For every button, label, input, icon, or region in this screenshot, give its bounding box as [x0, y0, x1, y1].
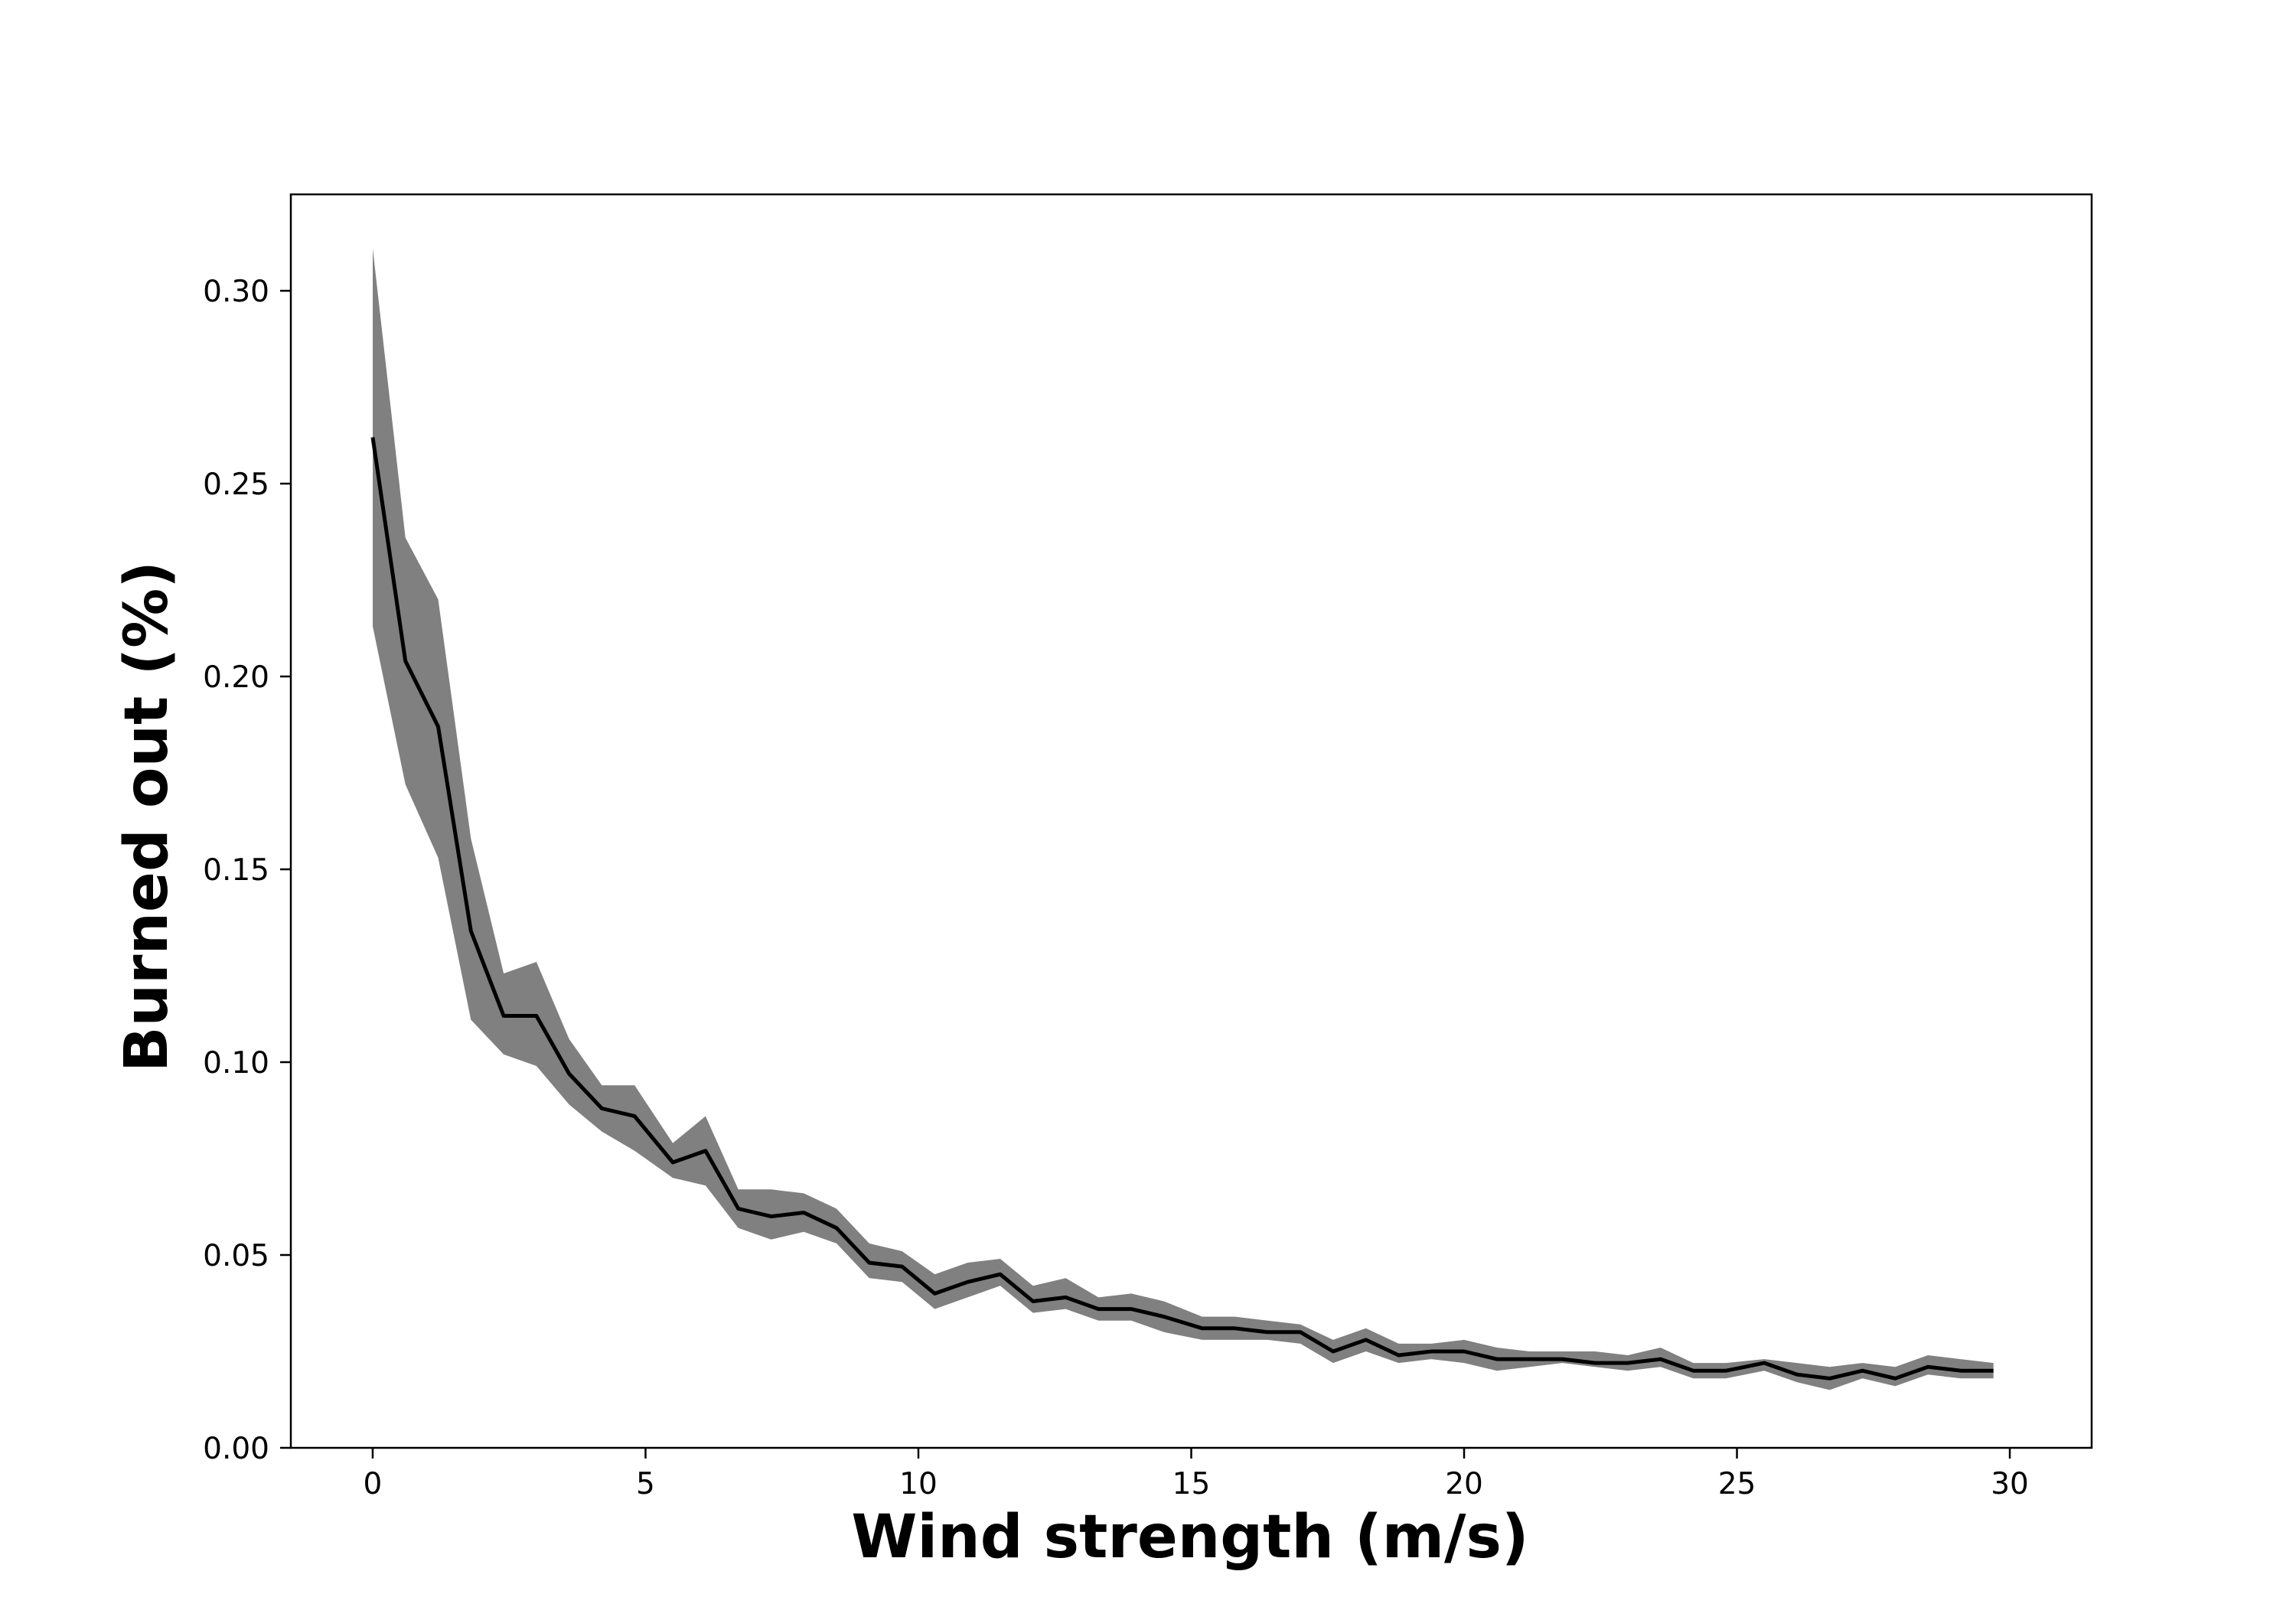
- y-tick-label: 0.20: [203, 660, 269, 695]
- y-tick-label: 0.00: [203, 1432, 269, 1466]
- y-axis: 0.00 0.05 0.10 0.15 0.20 0.25 0.30: [203, 275, 291, 1466]
- y-tick-label: 0.05: [203, 1239, 269, 1273]
- plot-area: [370, 248, 1994, 1390]
- plot-frame: [289, 193, 2093, 1449]
- x-axis: 0 5 10 15 20 25 30: [364, 1448, 2029, 1501]
- mean-line: [370, 437, 1994, 1380]
- y-tick-label: 0.30: [203, 275, 269, 309]
- x-tick-label: 25: [1718, 1467, 1756, 1501]
- y-tick-label: 0.25: [203, 468, 269, 502]
- confidence-band: [373, 248, 1994, 1390]
- x-tick-label: 5: [636, 1467, 655, 1501]
- x-tick-label: 15: [1172, 1467, 1211, 1501]
- x-tick-label: 30: [1991, 1467, 2029, 1501]
- x-tick-label: 20: [1445, 1467, 1483, 1501]
- x-tick-label: 10: [899, 1467, 938, 1501]
- y-axis-label: Burned out (%): [113, 561, 181, 1072]
- x-axis-label: Wind strength (m/s): [851, 1503, 1528, 1572]
- y-tick-label: 0.15: [203, 853, 269, 888]
- y-tick-label: 0.10: [203, 1046, 269, 1081]
- x-tick-label: 0: [364, 1467, 383, 1501]
